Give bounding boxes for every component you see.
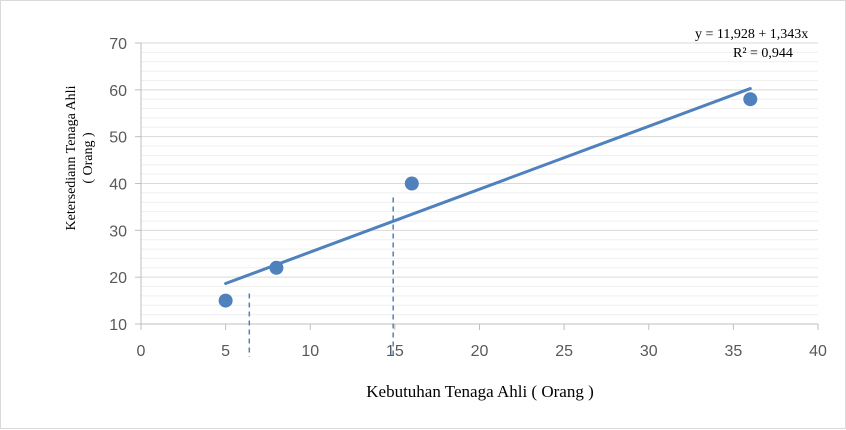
data-point — [743, 92, 758, 107]
x-tick-label: 30 — [640, 343, 658, 360]
reference-lines — [248, 197, 394, 357]
y-tick-label: 50 — [109, 130, 127, 147]
x-tick-label: 5 — [221, 343, 230, 360]
y-axis-title-line-1: Ketersediann Tenaga Ahli — [64, 85, 79, 230]
trendline-group — [224, 87, 752, 286]
y-tick-label: 70 — [109, 36, 127, 53]
y-tick-label: 60 — [109, 83, 127, 100]
x-axis-title: Kebutuhan Tenaga Ahli ( Orang ) — [366, 382, 593, 401]
r-squared-label: R² = 0,944 — [733, 46, 793, 61]
x-tick-label: 0 — [137, 343, 146, 360]
y-tick-label: 10 — [109, 317, 127, 334]
gridlines — [141, 42, 818, 316]
trendline — [224, 87, 752, 286]
x-tick-label: 35 — [724, 343, 742, 360]
y-tick-label: 20 — [109, 270, 127, 287]
data-point — [269, 260, 284, 275]
trendline-equation: y = 11,928 + 1,343x — [695, 27, 808, 42]
y-axis-title-line-2: ( Orang ) — [81, 132, 96, 184]
data-point — [404, 176, 419, 191]
x-tick-label: 20 — [471, 343, 489, 360]
labels: y = 11,928 + 1,343x R² = 0,944 Kebutuhan… — [64, 27, 808, 401]
x-tick-label: 40 — [809, 343, 827, 360]
data-points — [218, 92, 758, 308]
axes: 10 20 30 40 50 60 70 0 5 10 15 20 25 30 35 40 — [109, 36, 827, 360]
x-tick-label: 10 — [301, 343, 319, 360]
y-tick-label: 30 — [109, 223, 127, 240]
x-tick-label: 25 — [555, 343, 573, 360]
x-tick-label: 15 — [386, 343, 404, 360]
y-tick-label: 40 — [109, 177, 127, 194]
data-point — [218, 293, 233, 308]
